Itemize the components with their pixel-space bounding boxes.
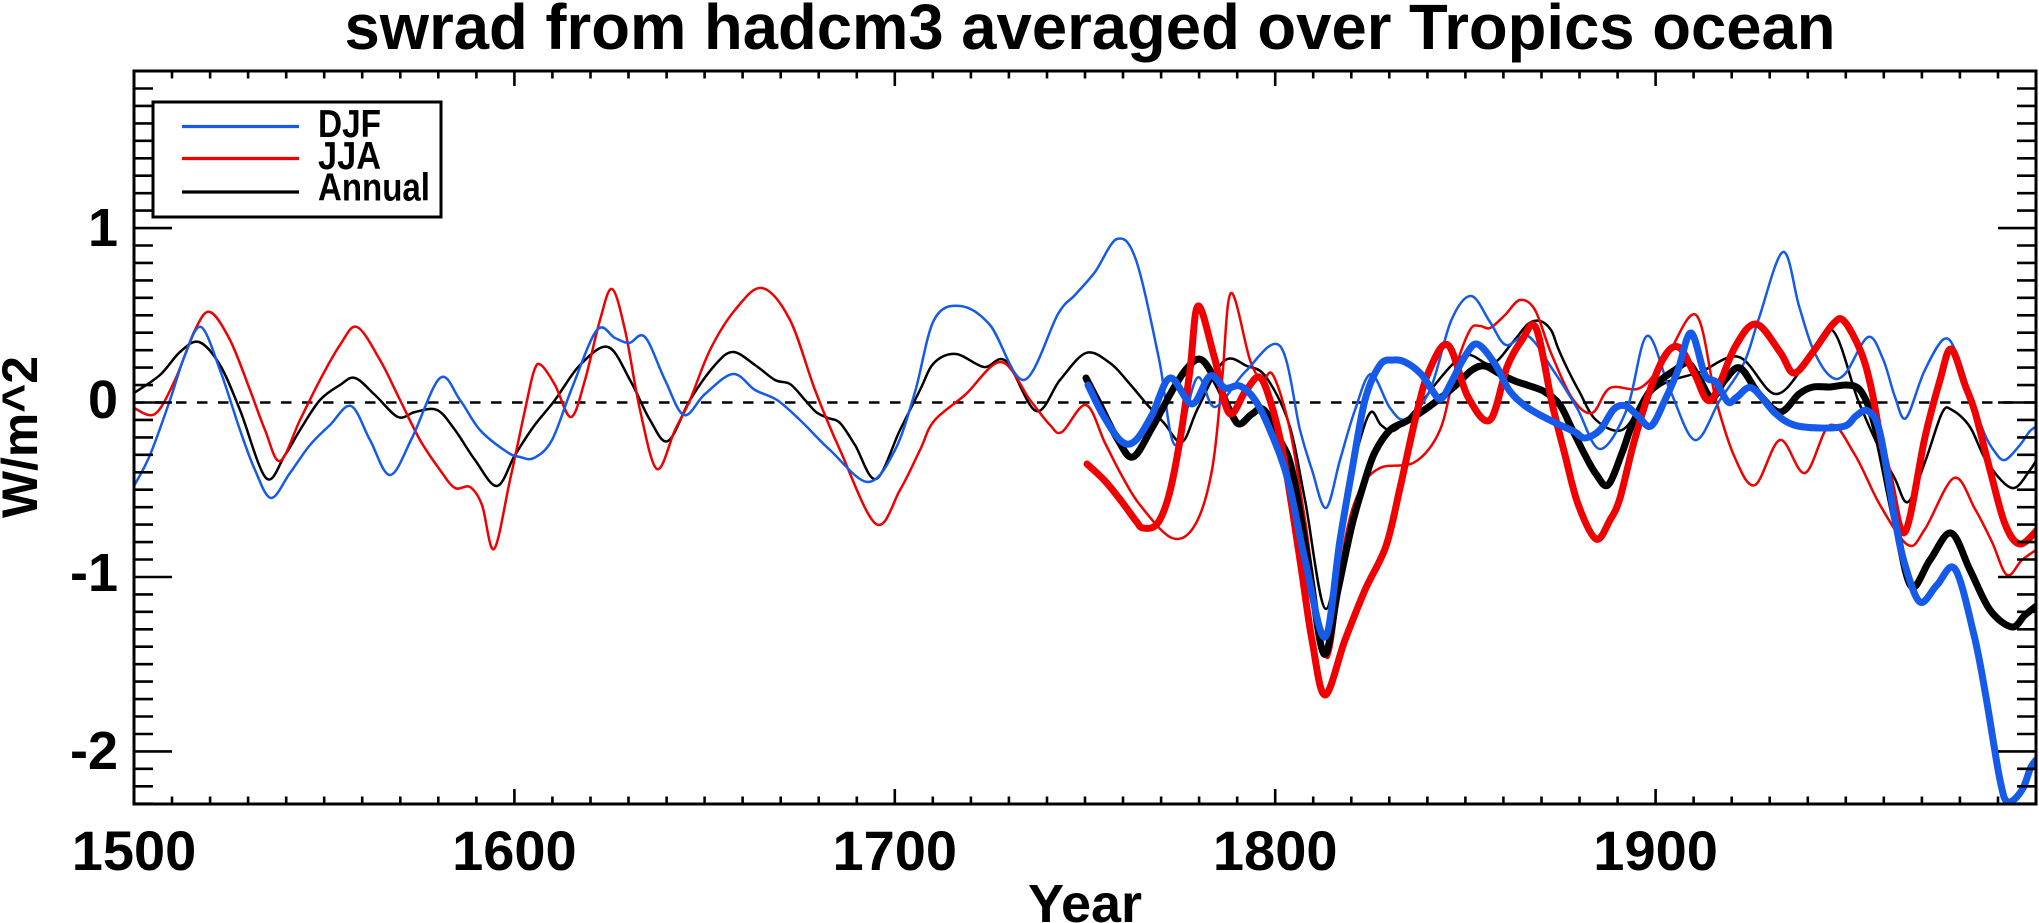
svg-text:1800: 1800	[1213, 819, 1338, 882]
svg-text:swrad from hadcm3 averaged ove: swrad from hadcm3 averaged over Tropics …	[345, 0, 1836, 63]
svg-text:1: 1	[88, 198, 118, 258]
svg-text:-1: -1	[70, 543, 118, 603]
svg-text:1700: 1700	[833, 819, 958, 882]
svg-text:0: 0	[88, 370, 118, 430]
svg-text:JJA: JJA	[318, 135, 381, 178]
svg-text:1600: 1600	[452, 819, 577, 882]
svg-text:W/m^2: W/m^2	[0, 356, 48, 518]
svg-text:Annual: Annual	[318, 167, 430, 210]
svg-text:DJF: DJF	[318, 103, 381, 146]
svg-text:-2: -2	[70, 721, 118, 781]
svg-text:1900: 1900	[1593, 819, 1718, 882]
svg-text:Year: Year	[1028, 874, 1142, 923]
svg-text:1500: 1500	[72, 819, 197, 882]
